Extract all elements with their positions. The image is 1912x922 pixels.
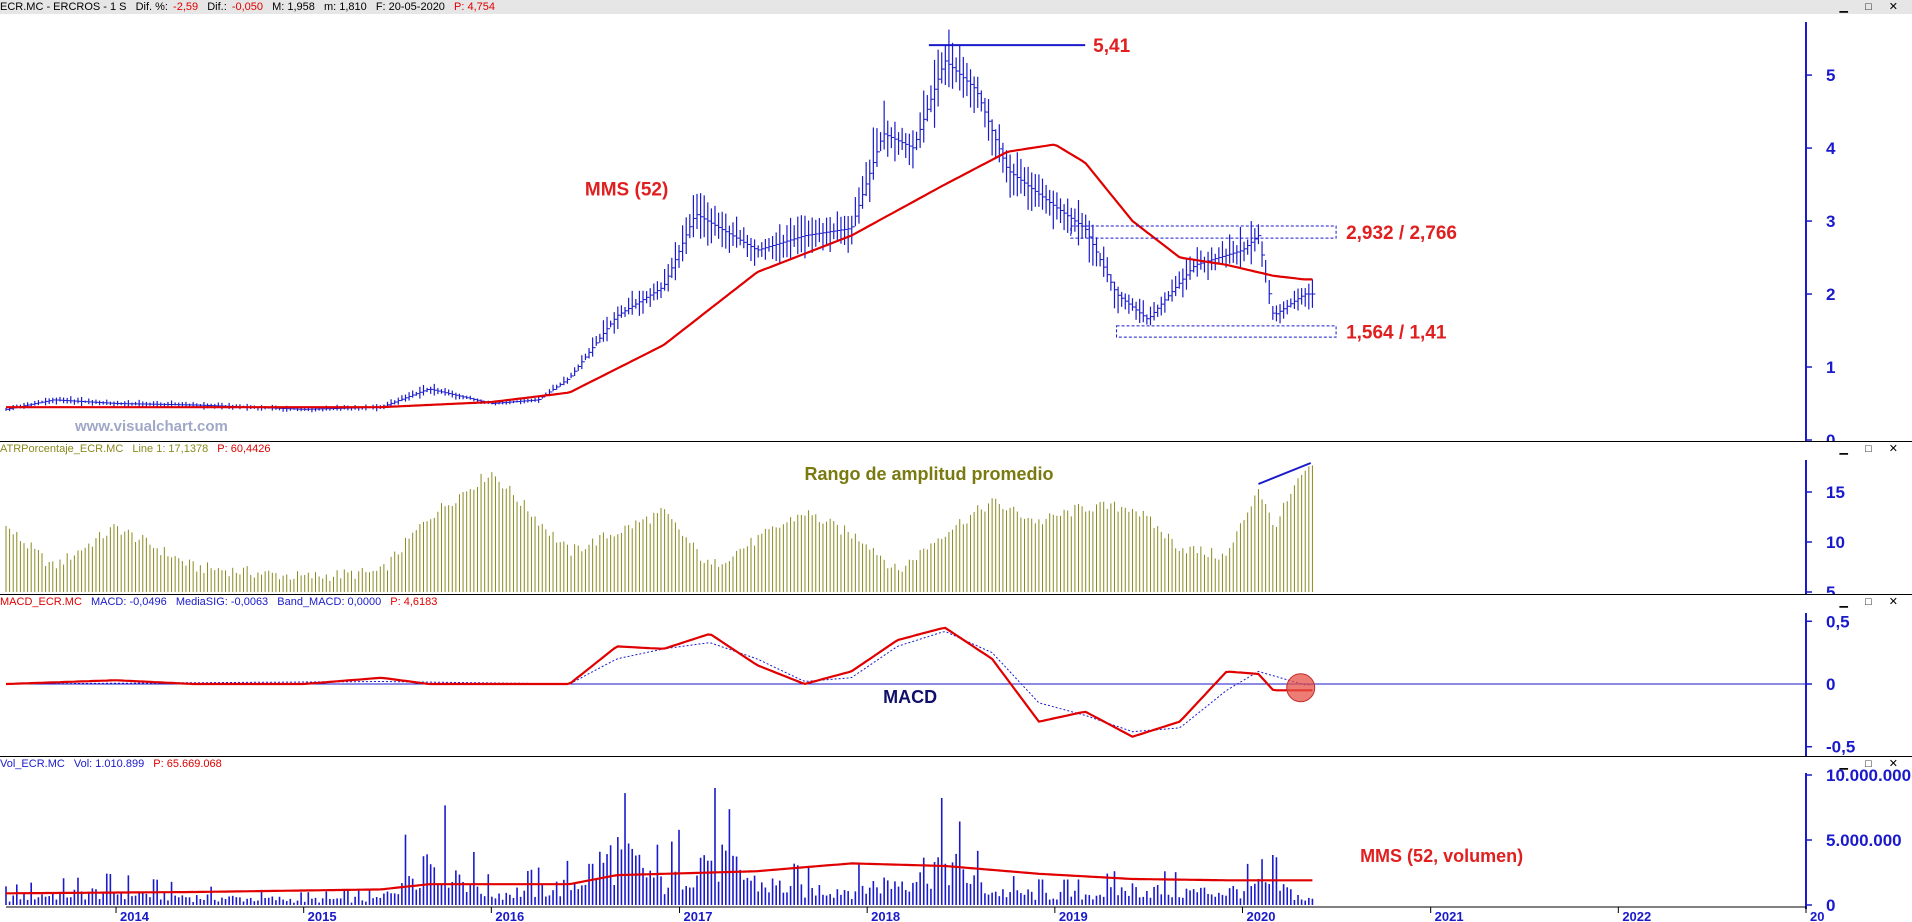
price-dif-label: Dif.: [207,1,227,13]
minimize-icon[interactable]: ▁ [1839,596,1852,608]
panel-divider [0,441,1912,442]
price-chart: 0 1 2 3 4 5 5,41 2,932 / 2,766 1,564 / 1,41 MMS (… [5,22,1836,442]
date-tick-label: 2018 [871,909,900,922]
support-label: 1,564 / 1,41 [1346,322,1447,343]
volume-mms-label: MMS (52, volumen) [1360,846,1523,866]
macd-window-controls: ▁ □ ✕ [1840,595,1908,609]
max-level-label: 5,41 [1093,36,1130,57]
support-zone [1116,325,1337,338]
macd-signal-value: MediaSIG: -0,0063 [175,596,269,608]
macd-panel-header: MACD_ECR.MC MACD: -0,0496 MediaSIG: -0,0… [0,595,1912,609]
price-dif-pct-label: Dif. %: [135,1,168,13]
macd-chart: 0,5 0 -0,5 MACD [5,612,1855,756]
date-tick-label: 2021 [1435,909,1464,922]
price-date: F: 20-05-2020 [375,1,445,13]
macd-panel: MACD_ECR.MC MACD: -0,0496 MediaSIG: -0,0… [0,595,1912,756]
date-tick-label: 2022 [1622,909,1651,922]
price-y-tick-label: 5 [1826,66,1835,85]
macd-highlight-circle [1286,673,1316,703]
price-y-tick-label: 1 [1826,358,1835,377]
volume-mms-line [6,862,1313,895]
macd-title: MACD [883,687,937,707]
volume-panel: Vol_ECR.MC Vol: 1.010.899 P: 65.669.068 … [0,757,1912,922]
atr-line-value: Line 1: 17,1378 [132,443,209,455]
atr-chart: 5 10 15 Rango de amplitud promedio [5,460,1845,594]
price-y-tick-label: 4 [1826,139,1836,158]
price-max: M: 1,958 [272,1,315,13]
volume-chart: 0 5.000.000 10.000.000 MMS (52, volumen) 201… [5,766,1911,922]
close-icon[interactable]: ✕ [1888,596,1902,608]
volume-p: P: 65.669.068 [153,758,222,770]
atr-y-tick-label: 5 [1826,583,1835,594]
date-tick-label: 2019 [1059,909,1088,922]
volume-y-tick-label: 10.000.000 [1826,766,1911,785]
panel-divider [0,756,1912,757]
resistance-zone [1070,225,1337,239]
price-panel: ECR.MC - ERCROS - 1 S Dif. %: -2,59 Dif.… [0,0,1912,442]
date-tick-label: 2015 [308,909,337,922]
mms-52-label: MMS (52) [585,180,668,201]
atr-name: ATRPorcentaje_ECR.MC [0,443,124,455]
date-tick-label: 2014 [120,909,150,922]
minimize-icon[interactable]: ▁ [1839,443,1852,455]
volume-window-controls: ▁ □ ✕ [1840,757,1908,771]
macd-y-tick-label: -0,5 [1826,738,1855,756]
date-tick-label: 2017 [684,909,713,922]
resistance-label: 2,932 / 2,766 [1346,223,1457,244]
price-panel-header: ECR.MC - ERCROS - 1 S Dif. %: -2,59 Dif.… [0,0,1912,14]
atr-p: P: 60,4426 [217,443,271,455]
panel-divider [0,594,1912,595]
watermark: www.visualchart.com [74,418,228,435]
atr-trend-line [1258,462,1312,485]
volume-name: Vol_ECR.MC [0,758,65,770]
minimize-icon[interactable]: ▁ [1839,758,1852,770]
close-icon[interactable]: ✕ [1888,443,1902,455]
atr-y-tick-label: 15 [1826,483,1845,502]
macd-name: MACD_ECR.MC [0,596,82,608]
maximize-icon[interactable]: □ [1865,1,1876,13]
price-dif-pct: -2,59 [173,1,199,13]
maximize-icon[interactable]: □ [1865,443,1876,455]
date-tick-label: 2016 [495,909,524,922]
price-y-tick-label: 2 [1826,285,1835,304]
volume-y-tick-label: 5.000.000 [1826,831,1902,850]
atr-title: Rango de amplitud promedio [804,464,1053,484]
volume-y-tick-label: 0 [1826,896,1835,915]
atr-panel: ATRPorcentaje_ECR.MC Line 1: 17,1378 P: … [0,442,1912,594]
price-dif: -0,050 [231,1,264,13]
minimize-icon[interactable]: ▁ [1839,1,1852,13]
volume-panel-header: Vol_ECR.MC Vol: 1.010.899 P: 65.669.068 … [0,757,1912,771]
price-y-tick-label: 3 [1826,212,1835,231]
close-icon[interactable]: ✕ [1888,1,1902,13]
maximize-icon[interactable]: □ [1865,596,1876,608]
date-tick-label: 20 [1810,909,1824,922]
price-symbol: ECR.MC - ERCROS - 1 S [0,1,127,13]
macd-band-value: Band_MACD: 0,0000 [277,596,382,608]
macd-signal-line [6,630,1313,733]
price-p: P: 4,754 [454,1,495,13]
macd-line [5,626,1313,738]
atr-panel-header: ATRPorcentaje_ECR.MC Line 1: 17,1378 P: … [0,442,1912,456]
price-min: m: 1,810 [323,1,367,13]
date-tick-label: 2020 [1247,909,1276,922]
macd-y-tick-label: 0,5 [1826,612,1850,631]
price-y-tick-label: 0 [1826,431,1835,442]
maximize-icon[interactable]: □ [1865,758,1876,770]
atr-y-tick-label: 10 [1826,533,1845,552]
volume-value: Vol: 1.010.899 [73,758,145,770]
macd-value: MACD: -0,0496 [90,596,167,608]
price-window-controls: ▁ □ ✕ [1840,0,1908,14]
close-icon[interactable]: ✕ [1888,758,1902,770]
atr-window-controls: ▁ □ ✕ [1840,442,1908,456]
mms-52-line [6,143,1313,409]
macd-y-tick-label: 0 [1826,675,1835,694]
macd-p: P: 4,6183 [390,596,438,608]
